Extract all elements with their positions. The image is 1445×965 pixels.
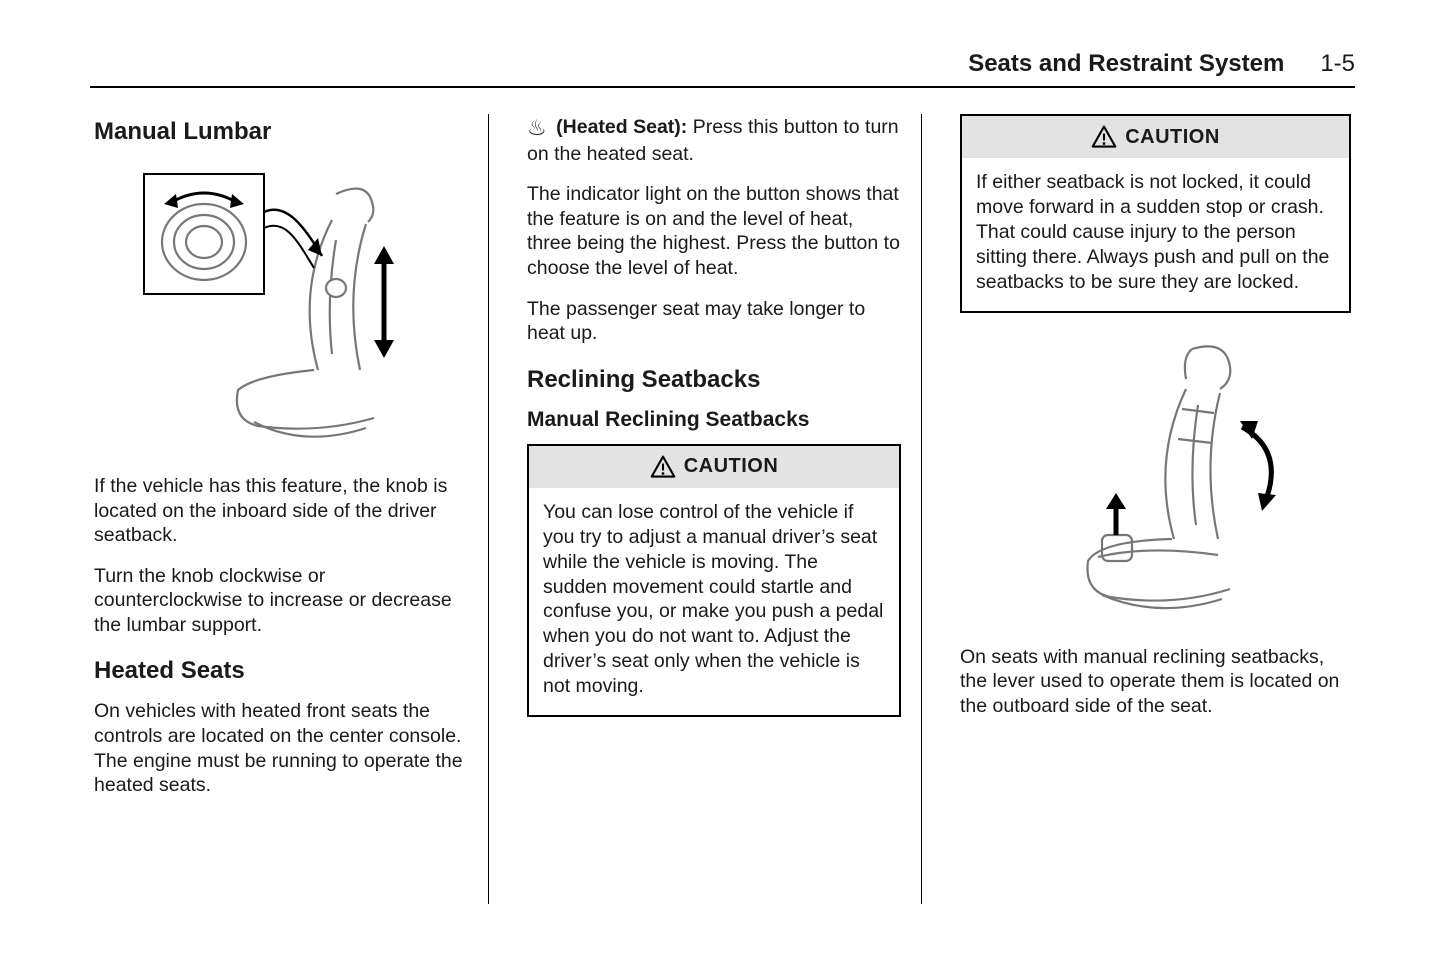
para-lumbar-2: Turn the knob clockwise or counterclockw… [94, 564, 468, 638]
heated-seat-label: (Heated Seat): [556, 116, 687, 138]
page-header: Seats and Restraint System 1-5 [90, 50, 1355, 88]
para-lumbar-1: If the vehicle has this feature, the kno… [94, 474, 468, 548]
caution-box-adjust: CAUTION You can lose control of the vehi… [527, 444, 901, 718]
column-2: ♨ (Heated Seat): Press this button to tu… [523, 114, 922, 904]
heading-manual-lumbar: Manual Lumbar [94, 118, 468, 146]
section-title: Seats and Restraint System [968, 50, 1284, 78]
content-columns: Manual Lumbar [90, 114, 1355, 904]
heading-reclining-seatbacks: Reclining Seatbacks [527, 366, 901, 394]
heading-heated-seats: Heated Seats [94, 657, 468, 685]
caution-header: CAUTION [962, 116, 1349, 158]
caution-icon [1091, 124, 1117, 150]
caution-label: CAUTION [1125, 126, 1220, 149]
figure-recline-lever [960, 335, 1351, 625]
para-recline-lever: On seats with manual reclining seatbacks… [960, 645, 1351, 719]
para-indicator: The indicator light on the button shows … [527, 182, 901, 280]
caution-box-locked: CAUTION If either seatback is not locked… [960, 114, 1351, 313]
caution-header: CAUTION [529, 446, 899, 488]
caution-body-adjust: You can lose control of the vehicle if y… [529, 488, 899, 716]
caution-body-locked: If either seatback is not locked, it cou… [962, 158, 1349, 311]
heated-seat-icon: ♨ [527, 115, 547, 140]
page-number: 1-5 [1320, 50, 1355, 78]
column-3: CAUTION If either seatback is not locked… [956, 114, 1355, 904]
caution-label: CAUTION [684, 455, 779, 478]
para-heated-1: On vehicles with heated front seats the … [94, 699, 468, 797]
caution-icon [650, 454, 676, 480]
para-heated-seat-button: ♨ (Heated Seat): Press this button to tu… [527, 114, 901, 166]
figure-lumbar-knob [94, 164, 468, 454]
para-passenger-heat: The passenger seat may take longer to he… [527, 297, 901, 346]
subheading-manual-reclining: Manual Reclining Seatbacks [527, 408, 901, 432]
column-1: Manual Lumbar [90, 114, 489, 904]
